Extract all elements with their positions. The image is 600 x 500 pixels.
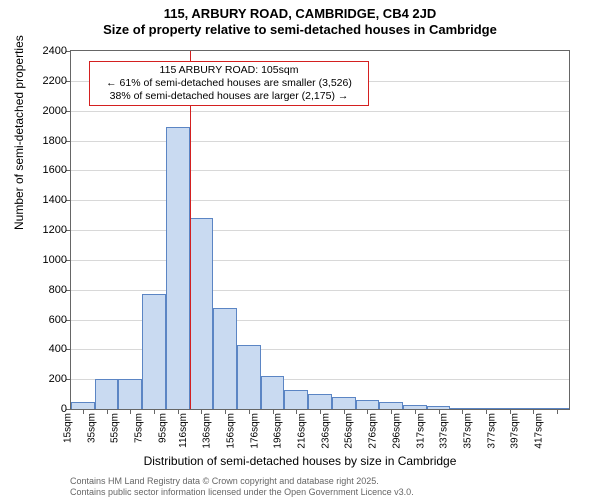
y-tick-label: 1200 [43, 224, 67, 236]
x-tick-label: 55sqm [110, 413, 121, 443]
grid-line [71, 260, 569, 261]
grid-line [71, 141, 569, 142]
histogram-bar [261, 376, 285, 409]
footer-line1: Contains HM Land Registry data © Crown c… [70, 476, 414, 487]
y-tick-label: 400 [49, 343, 67, 355]
annotation-line: 38% of semi-detached houses are larger (… [94, 90, 364, 103]
x-tick-label: 196sqm [273, 413, 284, 449]
x-tick-label: 317sqm [415, 413, 426, 449]
grid-line [71, 111, 569, 112]
y-tick-label: 600 [49, 314, 67, 326]
x-tick-label: 95sqm [157, 413, 168, 443]
x-tick-label: 276sqm [368, 413, 379, 449]
grid-line [71, 230, 569, 231]
x-tick-label: 136sqm [202, 413, 213, 449]
x-tick-label: 236sqm [320, 413, 331, 449]
x-tick-label: 15sqm [62, 413, 73, 443]
y-tick-label: 200 [49, 373, 67, 385]
x-tick-label: 216sqm [297, 413, 308, 449]
x-tick-label: 296sqm [392, 413, 403, 449]
grid-line [71, 290, 569, 291]
annotation-line: 115 ARBURY ROAD: 105sqm [94, 64, 364, 77]
histogram-bar [332, 397, 356, 409]
x-tick-mark [557, 409, 558, 414]
histogram-bar [95, 379, 119, 409]
histogram-bar [284, 390, 308, 409]
x-tick-mark [130, 409, 131, 414]
x-tick-label: 35sqm [86, 413, 97, 443]
x-tick-label: 417sqm [534, 413, 545, 449]
annotation-box: 115 ARBURY ROAD: 105sqm← 61% of semi-det… [89, 61, 369, 106]
histogram-bar [379, 402, 403, 409]
histogram-bar [142, 294, 166, 409]
y-tick-label: 1600 [43, 164, 67, 176]
annotation-line: ← 61% of semi-detached houses are smalle… [94, 77, 364, 90]
x-tick-label: 357sqm [463, 413, 474, 449]
histogram-bar [118, 379, 142, 409]
x-tick-label: 256sqm [344, 413, 355, 449]
footer-attribution: Contains HM Land Registry data © Crown c… [70, 476, 414, 498]
x-tick-label: 397sqm [510, 413, 521, 449]
histogram-bar [166, 127, 190, 409]
y-tick-label: 1000 [43, 254, 67, 266]
y-tick-label: 2400 [43, 45, 67, 57]
grid-line [71, 170, 569, 171]
x-tick-label: 116sqm [179, 413, 190, 448]
histogram-bar [190, 218, 214, 409]
y-tick-label: 1800 [43, 135, 67, 147]
histogram-bar [213, 308, 237, 409]
grid-line [71, 200, 569, 201]
x-tick-label: 337sqm [439, 413, 450, 449]
title-subtitle: Size of property relative to semi-detach… [0, 22, 600, 38]
y-tick-label: 800 [49, 284, 67, 296]
title-block: 115, ARBURY ROAD, CAMBRIDGE, CB4 2JD Siz… [0, 0, 600, 39]
footer-line2: Contains public sector information licen… [70, 487, 414, 498]
title-address: 115, ARBURY ROAD, CAMBRIDGE, CB4 2JD [0, 6, 600, 22]
x-tick-label: 156sqm [226, 413, 237, 449]
plot-area: 0200400600800100012001400160018002000220… [70, 50, 570, 410]
x-tick-label: 377sqm [486, 413, 497, 449]
histogram-bar [71, 402, 95, 409]
x-axis-title: Distribution of semi-detached houses by … [0, 454, 600, 468]
y-tick-label: 1400 [43, 194, 67, 206]
histogram-bar [308, 394, 332, 409]
histogram-bar [237, 345, 261, 409]
y-axis-title: Number of semi-detached properties [12, 35, 26, 230]
x-tick-mark [83, 409, 84, 414]
y-tick-label: 2000 [43, 105, 67, 117]
x-tick-mark [107, 409, 108, 414]
histogram-bar [356, 400, 380, 409]
y-tick-label: 2200 [43, 75, 67, 87]
x-tick-label: 75sqm [133, 413, 144, 443]
x-tick-label: 176sqm [249, 413, 260, 449]
x-tick-mark [154, 409, 155, 414]
chart-container: 115, ARBURY ROAD, CAMBRIDGE, CB4 2JD Siz… [0, 0, 600, 500]
